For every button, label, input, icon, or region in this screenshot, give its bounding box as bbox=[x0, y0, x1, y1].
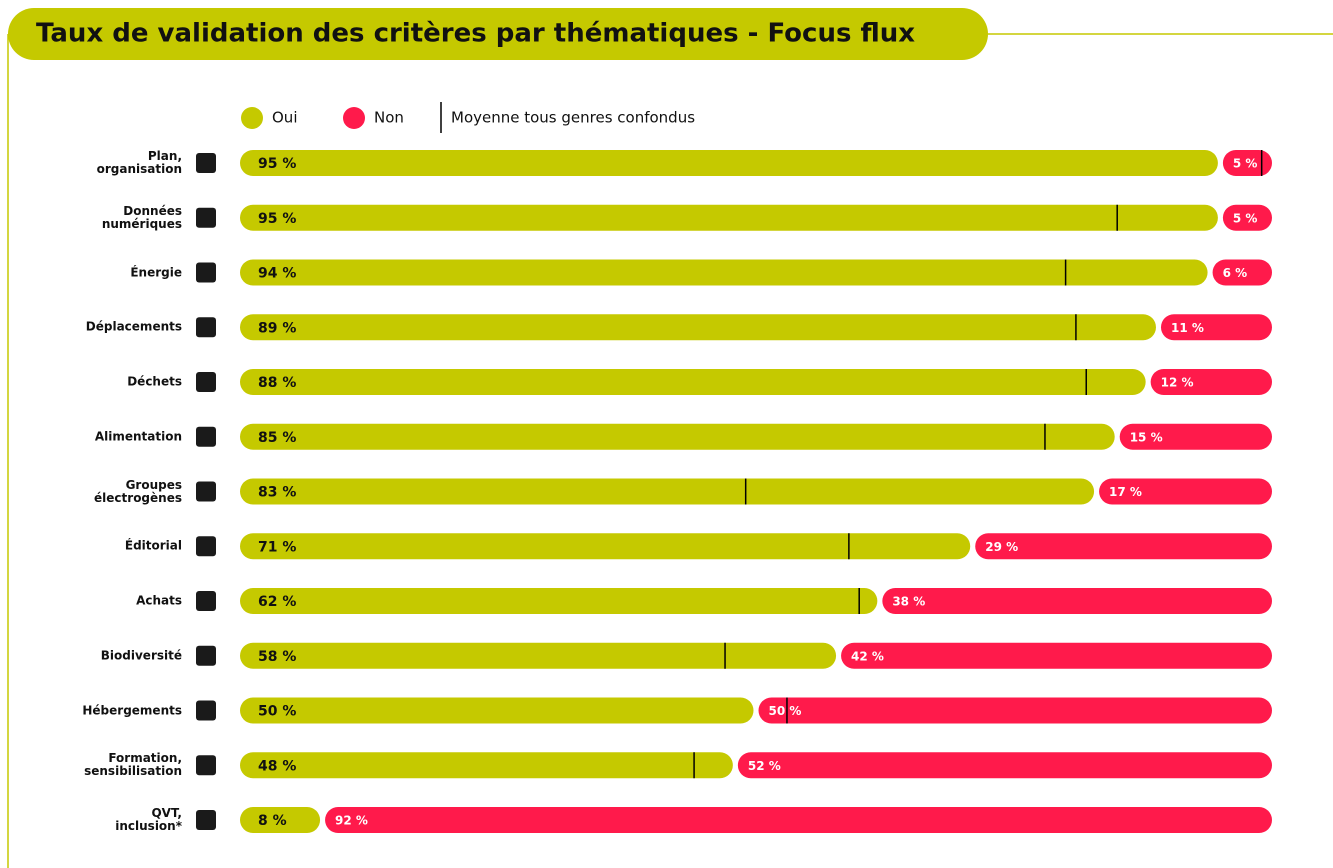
icon bbox=[196, 372, 216, 392]
category-label: Données numériques bbox=[101, 203, 182, 231]
value-label: 15 % bbox=[1130, 430, 1163, 444]
legend-label: Moyenne tous genres confondus bbox=[451, 109, 695, 127]
category-label: Achats bbox=[136, 593, 182, 608]
value-label: 92 % bbox=[335, 814, 368, 828]
value-label: 12 % bbox=[1161, 376, 1194, 390]
title-banner bbox=[8, 8, 988, 60]
category-label: Formation, sensibilisation bbox=[84, 751, 182, 779]
category-label: Biodiversité bbox=[100, 648, 182, 663]
value-label: 95 % bbox=[258, 156, 296, 172]
bar-oui bbox=[240, 204, 1218, 231]
value-label: 5 % bbox=[1233, 211, 1258, 225]
bar-non bbox=[1150, 369, 1272, 395]
bar-non bbox=[841, 642, 1272, 669]
bar-oui bbox=[240, 259, 1208, 286]
value-label: 17 % bbox=[1109, 485, 1142, 499]
bar-non bbox=[882, 588, 1272, 614]
category-label: Déchets bbox=[127, 374, 182, 389]
value-label: 5 % bbox=[1233, 157, 1258, 171]
icon bbox=[196, 481, 216, 502]
value-label: 6 % bbox=[1223, 266, 1248, 280]
bar-oui bbox=[240, 588, 878, 614]
bar-non bbox=[758, 697, 1272, 724]
bar-oui bbox=[240, 150, 1218, 176]
bar-oui bbox=[240, 807, 321, 833]
bar-oui bbox=[240, 423, 1115, 450]
icon bbox=[196, 536, 216, 557]
legend-label: Non bbox=[374, 109, 404, 127]
bar-non bbox=[325, 807, 1272, 833]
bar-oui bbox=[240, 752, 733, 779]
legend-swatch bbox=[241, 107, 263, 129]
bar-non bbox=[1222, 150, 1272, 176]
value-label: 50 % bbox=[258, 704, 296, 720]
value-label: 94 % bbox=[258, 266, 296, 282]
bar-oui bbox=[240, 642, 837, 669]
value-label: 71 % bbox=[258, 539, 296, 555]
value-label: 85 % bbox=[258, 430, 296, 446]
bar-non bbox=[975, 533, 1272, 560]
category-label: Hébergements bbox=[82, 703, 182, 717]
category-label: QVT, inclusion* bbox=[115, 806, 182, 833]
category-label: Plan, organisation bbox=[96, 149, 182, 176]
bar-non bbox=[1099, 478, 1272, 505]
value-label: 50 % bbox=[769, 704, 802, 718]
icon bbox=[196, 591, 216, 611]
value-label: 62 % bbox=[258, 594, 296, 610]
bar-non bbox=[1160, 314, 1272, 341]
bar-oui bbox=[240, 697, 754, 724]
category-label: Déplacements bbox=[85, 319, 182, 334]
bar-oui bbox=[240, 478, 1095, 505]
icon bbox=[196, 207, 216, 228]
value-label: 8 % bbox=[258, 813, 287, 829]
category-label: Énergie bbox=[130, 265, 182, 279]
value-label: 89 % bbox=[258, 320, 296, 336]
category-label: Éditorial bbox=[124, 538, 182, 553]
bar-non bbox=[1212, 259, 1272, 286]
value-label: 58 % bbox=[258, 649, 296, 665]
icon bbox=[196, 426, 216, 447]
icon bbox=[196, 262, 216, 283]
category-label: Groupes électrogènes bbox=[94, 477, 182, 505]
legend-label: Oui bbox=[272, 109, 297, 127]
icon bbox=[196, 645, 216, 666]
value-label: 42 % bbox=[851, 649, 884, 663]
bar-oui bbox=[240, 533, 971, 560]
icon bbox=[196, 317, 216, 338]
value-label: 88 % bbox=[258, 375, 296, 391]
icon bbox=[196, 755, 216, 776]
icon bbox=[196, 700, 216, 721]
bar-non bbox=[1222, 204, 1272, 231]
icon bbox=[196, 153, 216, 173]
chart-title: Taux de validation des critères par thém… bbox=[36, 19, 915, 49]
value-label: 38 % bbox=[892, 595, 925, 609]
bar-oui bbox=[240, 314, 1156, 341]
category-label: Alimentation bbox=[94, 429, 182, 444]
icon bbox=[196, 810, 216, 830]
value-label: 95 % bbox=[258, 211, 296, 227]
value-label: 83 % bbox=[258, 485, 296, 501]
bar-non bbox=[737, 752, 1272, 779]
legend-swatch bbox=[343, 107, 365, 129]
value-label: 29 % bbox=[985, 540, 1018, 554]
value-label: 52 % bbox=[748, 759, 781, 773]
bar-oui bbox=[240, 369, 1146, 395]
value-label: 48 % bbox=[258, 758, 296, 774]
bar-non bbox=[1119, 423, 1272, 450]
value-label: 11 % bbox=[1171, 321, 1204, 335]
